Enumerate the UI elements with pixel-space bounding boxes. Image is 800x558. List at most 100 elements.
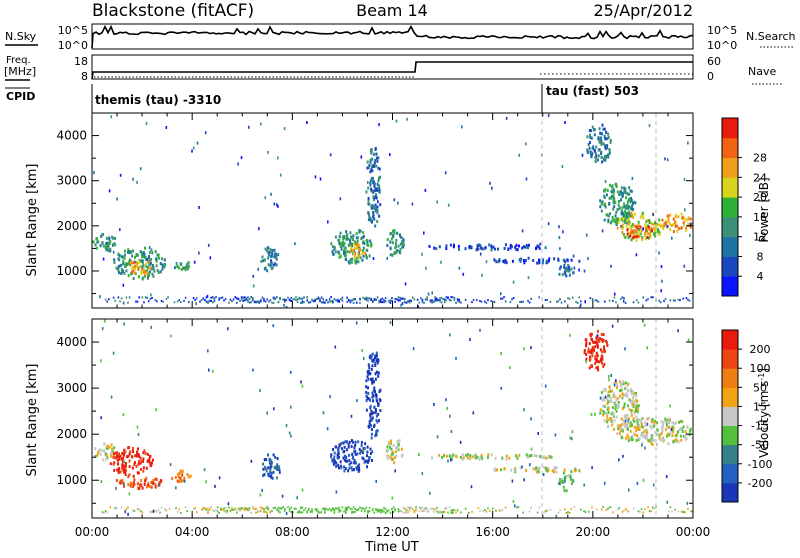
scatter-cell: [644, 423, 647, 427]
scatter-cell: [375, 351, 378, 355]
scatter-cell: [487, 299, 489, 302]
scatter-cell: [536, 468, 539, 472]
scatter-cell: [624, 301, 627, 304]
x-tick-label: 12:00: [375, 525, 410, 539]
scatter-cell: [360, 449, 363, 453]
scatter-cell: [585, 343, 587, 347]
scatter-cell: [358, 468, 361, 472]
nave-tick-bottom: 0: [707, 70, 714, 83]
scatter-cell: [567, 269, 570, 273]
scatter-cell: [644, 232, 647, 235]
scatter-cell: [539, 242, 542, 246]
scatter-cell: [342, 450, 345, 454]
scatter-cell: [120, 255, 123, 259]
scatter-cell: [376, 420, 379, 424]
scatter-cell: [132, 509, 134, 512]
scatter-cell: [642, 214, 644, 217]
scatter-cell: [361, 241, 364, 245]
scatter-cell: [426, 298, 428, 301]
scatter-cell: [426, 296, 428, 299]
scatter-cell: [378, 299, 380, 302]
scatter-cell: [378, 419, 380, 423]
scatter-cell: [194, 298, 196, 301]
scatter-cell: [603, 345, 605, 349]
scatter-cell: [445, 398, 447, 402]
scatter-cell: [351, 508, 353, 511]
scatter-cell: [494, 247, 496, 251]
colorbar-swatch: [722, 330, 738, 350]
scatter-cell: [408, 301, 411, 304]
scatter-cell: [394, 509, 396, 512]
scatter-cell: [642, 417, 645, 421]
scatter-cell: [118, 452, 120, 456]
scatter-cell: [173, 301, 176, 304]
scatter-cell: [608, 400, 611, 403]
scatter-cell: [311, 508, 313, 511]
scatter-cell: [491, 186, 493, 190]
scatter-cell: [517, 506, 520, 509]
scatter-cell: [636, 481, 639, 485]
scatter-cell: [625, 436, 627, 440]
scatter-cell: [203, 468, 206, 472]
scatter-cell: [530, 454, 533, 457]
scatter-cell: [481, 456, 484, 460]
scatter-cell: [370, 409, 373, 413]
scatter-cell: [344, 454, 347, 458]
scatter-cell: [269, 248, 272, 252]
scatter-cell: [306, 299, 308, 302]
scatter-cell: [358, 447, 361, 451]
scatter-cell: [659, 231, 661, 235]
scatter-cell: [601, 132, 603, 136]
scatter-cell: [350, 236, 353, 240]
scatter-cell: [124, 253, 127, 257]
scatter-cell: [658, 433, 661, 437]
scatter-cell: [277, 506, 280, 509]
scatter-cell: [327, 220, 329, 224]
scatter-cell: [434, 296, 436, 299]
scatter-cell: [528, 301, 531, 304]
scatter-cell: [453, 297, 456, 300]
scatter-cell: [622, 419, 625, 423]
scatter-cell: [99, 452, 102, 456]
scatter-cell: [372, 393, 375, 397]
scatter-cell: [627, 217, 630, 221]
scatter-cell: [675, 439, 678, 443]
scatter-cell: [682, 425, 685, 429]
scatter-cell: [116, 468, 119, 472]
scatter-cell: [224, 298, 227, 301]
scatter-cell: [367, 197, 370, 200]
scatter-cell: [643, 429, 646, 433]
scatter-cell: [332, 462, 335, 466]
scatter-cell: [624, 210, 627, 213]
scatter-cell: [603, 405, 606, 408]
scatter-cell: [263, 510, 265, 513]
scatter-cell: [396, 298, 398, 301]
scatter-cell: [625, 392, 628, 396]
scatter-cell: [590, 351, 593, 355]
colorbar-tick-label: -100: [748, 458, 773, 471]
scatter-cell: [142, 276, 145, 280]
scatter-cell: [620, 423, 623, 427]
scatter-cell: [348, 459, 351, 463]
scatter-cell: [288, 507, 291, 510]
scatter-cell: [280, 507, 283, 510]
scatter-cell: [245, 297, 248, 300]
scatter-cell: [269, 299, 272, 302]
scatter-cell: [650, 426, 653, 430]
scatter-cell: [607, 390, 610, 394]
scatter-cell: [156, 510, 158, 513]
scatter-cell: [456, 298, 459, 301]
scatter-cell: [645, 220, 648, 224]
scatter-cell: [366, 396, 369, 400]
scatter-cell: [207, 243, 210, 247]
scatter-cell: [608, 378, 610, 382]
scatter-cell: [368, 214, 371, 218]
scatter-cell: [598, 137, 601, 141]
scatter-cell: [353, 450, 356, 454]
scatter-cell: [155, 257, 158, 261]
scatter-cell: [102, 449, 105, 453]
nsky-tick-top: 10^5: [58, 24, 88, 37]
scatter-cell: [349, 239, 351, 243]
scatter-cell: [525, 177, 528, 181]
scatter-cell: [353, 461, 356, 465]
